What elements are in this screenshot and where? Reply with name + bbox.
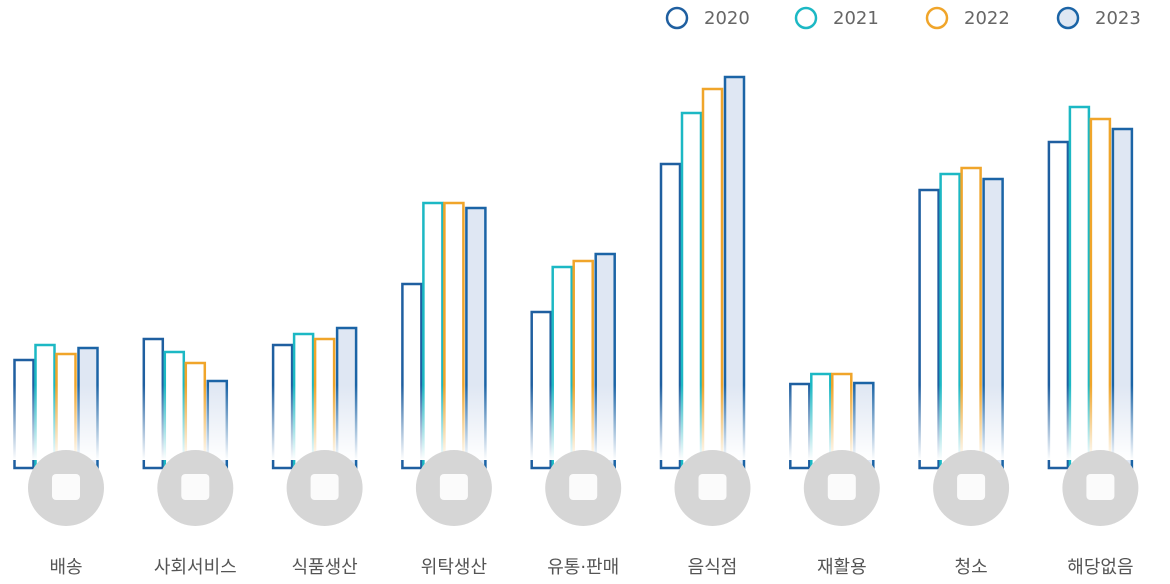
icon-glyph [1086,474,1115,500]
x-tick-label: 재활용 [817,557,867,578]
icon-glyph [827,474,856,500]
icon-glyph [957,474,986,500]
x-tick-label: 사회서비스 [154,557,237,578]
icon-glyph [181,474,210,500]
x-tick-label: 식품생산 [291,557,357,578]
labels: 2020 2021 2022 2023 배송 사회서비스 식품생산 위탁생산 유통·판매 음식점 재… [28,6,1141,578]
icon-glyph [52,474,80,500]
legend-label: 2022 [964,8,1010,29]
legend-label: 2020 [704,8,750,29]
bar-fade [0,385,1170,460]
x-tick-label: 청소 [955,557,988,578]
x-tick-label: 음식점 [688,557,738,578]
legend-marker [1056,6,1080,30]
legend-marker [794,6,818,30]
legend-label: 2021 [833,8,879,29]
legend-marker [665,6,689,30]
icon-glyph [439,474,468,500]
legend-label: 2023 [1095,8,1141,29]
icon-glyph [569,474,598,500]
x-tick-label: 배송 [49,557,82,578]
x-tick-label: 위탁생산 [421,557,487,578]
legend-marker [925,6,949,30]
x-tick-label: 해당없음 [1067,557,1133,578]
icon-glyph [310,474,339,500]
x-tick-label: 유통·판매 [547,557,619,578]
icon-glyph [698,474,727,500]
